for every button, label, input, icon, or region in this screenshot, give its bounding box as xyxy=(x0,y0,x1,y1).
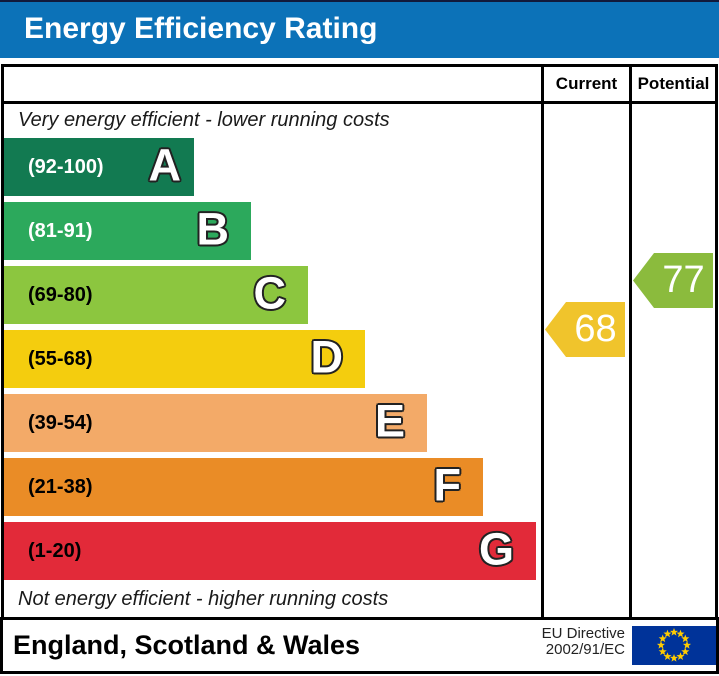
band-range-label-b: (81-91) xyxy=(28,219,93,242)
band-range-label-e: (39-54) xyxy=(28,411,93,434)
band-letter-f: F xyxy=(433,459,462,511)
current-rating-value: 68 xyxy=(574,308,617,350)
band-letter-g: G xyxy=(478,523,514,575)
header-row-divider xyxy=(4,101,715,104)
current-column-header: Current xyxy=(555,74,618,93)
top-note: Very energy efficient - lower running co… xyxy=(18,109,390,131)
left-pointing-arrow-icon xyxy=(633,253,713,308)
potential-column-divider xyxy=(629,67,632,617)
band-row-a: (92-100) A xyxy=(4,138,194,196)
band-letter-e: E xyxy=(374,395,405,447)
left-pointing-arrow-icon xyxy=(545,302,625,357)
bottom-note: Not energy efficient - higher running co… xyxy=(18,588,389,610)
band-letter-a: A xyxy=(148,139,182,191)
current-column-divider xyxy=(541,67,544,617)
band-range-label-f: (21-38) xyxy=(28,475,93,498)
potential-rating-arrow: 77 xyxy=(633,253,713,308)
band-letter-d: D xyxy=(310,331,344,383)
rating-table: Current Potential Very energy efficient … xyxy=(1,64,718,620)
band-row-c: (69-80) C xyxy=(4,266,308,324)
band-row-d: (55-68) D xyxy=(4,330,365,388)
band-range-label-c: (69-80) xyxy=(28,283,93,306)
page-title: Energy Efficiency Rating xyxy=(24,12,378,45)
band-row-f: (21-38) F xyxy=(4,458,483,516)
title-banner: Energy Efficiency Rating xyxy=(0,0,719,58)
band-row-e: (39-54) E xyxy=(4,394,427,452)
band-range-label-g: (1-20) xyxy=(28,539,82,562)
potential-column-header: Potential xyxy=(637,74,710,93)
footer-bar: England, Scotland & Wales EU Directive 2… xyxy=(0,617,719,674)
eu-directive-label: EU Directive 2002/91/EC xyxy=(542,626,625,658)
band-letter-c: C xyxy=(253,267,287,319)
band-row-b: (81-91) B xyxy=(4,202,251,260)
current-rating-arrow: 68 xyxy=(545,302,625,357)
band-range-label-a: (92-100) xyxy=(28,155,104,178)
region-label: England, Scotland & Wales xyxy=(13,630,361,660)
band-letter-b: B xyxy=(196,203,230,255)
eu-directive-line2: 2002/91/EC xyxy=(545,641,625,658)
band-range-label-d: (55-68) xyxy=(28,347,93,370)
potential-rating-value: 77 xyxy=(662,259,705,301)
eu-flag-icon xyxy=(632,626,716,665)
band-row-g: (1-20) G xyxy=(4,522,536,580)
eu-directive-line1: EU Directive xyxy=(541,625,625,642)
